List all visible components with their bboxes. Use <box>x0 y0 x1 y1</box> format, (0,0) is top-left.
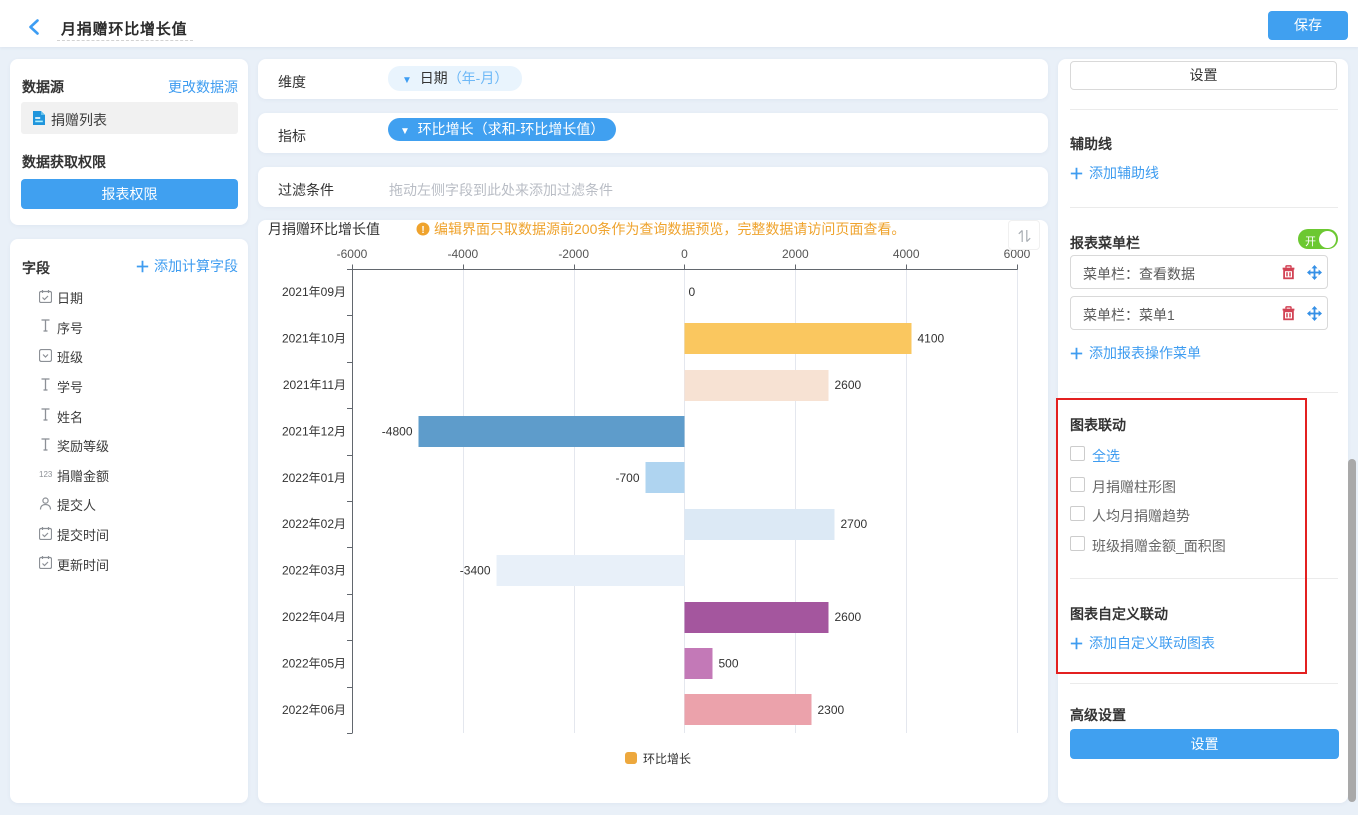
svg-text:-4800: -4800 <box>382 424 413 438</box>
svg-text:-700: -700 <box>615 471 639 485</box>
svg-text:0: 0 <box>689 285 696 299</box>
svg-text:编辑界面只取数据源前200条作为查询数据预览，完整数据请访问: 编辑界面只取数据源前200条作为查询数据预览，完整数据请访问页面查看。 <box>434 221 905 237</box>
svg-text:2021年11月: 2021年11月 <box>283 378 346 392</box>
svg-text:2021年10月: 2021年10月 <box>282 332 346 346</box>
svg-text:2600: 2600 <box>835 378 862 392</box>
svg-text:2700: 2700 <box>841 517 868 531</box>
svg-text:0: 0 <box>681 247 688 261</box>
svg-text:2600: 2600 <box>835 610 862 624</box>
svg-text:2300: 2300 <box>818 703 845 717</box>
svg-text:6000: 6000 <box>1004 247 1031 261</box>
svg-text:2021年09月: 2021年09月 <box>282 285 346 299</box>
svg-text:2022年01月: 2022年01月 <box>282 471 346 485</box>
svg-text:123: 123 <box>39 470 53 479</box>
svg-text:4100: 4100 <box>918 332 945 346</box>
svg-text:-6000: -6000 <box>337 247 368 261</box>
svg-text:环比增长: 环比增长 <box>643 752 691 766</box>
svg-text:2021年12月: 2021年12月 <box>282 424 346 438</box>
svg-text:2022年05月: 2022年05月 <box>282 656 346 670</box>
svg-text:-2000: -2000 <box>558 247 589 261</box>
svg-text:!: ! <box>421 225 424 236</box>
svg-text:2000: 2000 <box>782 247 809 261</box>
svg-text:-4000: -4000 <box>447 247 478 261</box>
svg-text:2022年03月: 2022年03月 <box>282 564 346 578</box>
svg-text:月捐赠环比增长值: 月捐赠环比增长值 <box>268 221 380 237</box>
svg-text:4000: 4000 <box>893 247 920 261</box>
svg-text:-3400: -3400 <box>460 564 491 578</box>
svg-text:500: 500 <box>719 656 739 670</box>
svg-text:2022年02月: 2022年02月 <box>282 517 346 531</box>
svg-text:2022年04月: 2022年04月 <box>282 610 346 624</box>
svg-text:2022年06月: 2022年06月 <box>282 703 346 717</box>
